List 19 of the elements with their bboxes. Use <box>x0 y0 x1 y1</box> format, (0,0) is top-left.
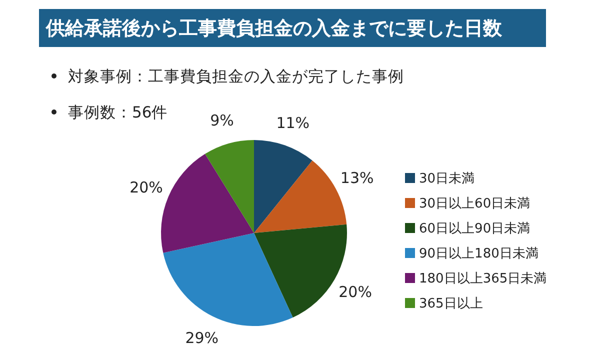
legend-label: 180日以上365日未満 <box>419 272 547 287</box>
legend-label: 30日以上60日未満 <box>419 196 530 212</box>
chart-subtitle: 対象事例：工事費負担金の入金が完了した事例 <box>68 67 404 86</box>
data-label: 20% <box>130 178 163 197</box>
pie-slice <box>161 154 254 253</box>
legend-label: 60日以上90日未満 <box>419 222 530 237</box>
data-label: 29% <box>185 328 219 345</box>
legend-label: 365日以上 <box>419 296 483 312</box>
chart-title: 供給承諾後から工事費負担金の入金までに要した日数 <box>45 18 503 40</box>
text: 事例数：56件 <box>68 103 168 122</box>
data-label: 11% <box>276 114 310 132</box>
data-label: 20% <box>338 282 372 301</box>
legend-label: 30日未満 <box>419 172 475 187</box>
data-label: 9% <box>210 112 234 130</box>
pie-slice <box>254 140 312 233</box>
pie-slice <box>205 140 254 233</box>
pie-slice <box>163 233 293 326</box>
legend-label: 90日以上180日未満 <box>419 246 538 262</box>
data-label: 13% <box>340 168 374 187</box>
